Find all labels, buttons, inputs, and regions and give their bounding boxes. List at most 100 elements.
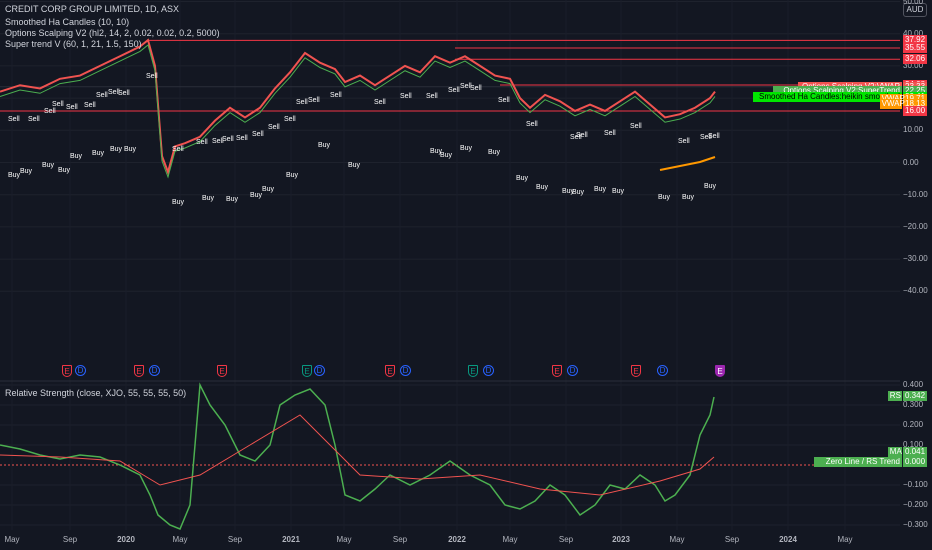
price-tag-label[interactable]: Smoothed Ha Candles:heikin smoothed [752,91,902,102]
time-axis-label: May [669,535,685,544]
price-axis-label: 10.00 [903,125,924,135]
price-tag[interactable]: 35.55 [903,43,927,54]
sell-signal-label: Sell [108,89,120,96]
buy-signal-label: Buy [8,172,21,179]
sell-signal-label: Sell [222,136,234,143]
earnings-marker[interactable]: E [468,365,478,377]
indicator-legend-3[interactable]: Super trend V (60, 1, 21, 1.5, 150) [5,39,142,49]
rs-tag[interactable]: 0.342 [903,391,927,401]
vwap-line [659,156,716,171]
time-axis-label: 2021 [282,535,300,544]
sell-signal-label: Sell [236,135,248,142]
sell-signal-label: Sell [498,97,510,104]
rs-axis-label: 0.400 [903,380,924,389]
sell-signal-label: Sell [268,124,280,131]
supertrend-line [0,44,716,179]
time-axis-label: Sep [558,535,574,544]
dividend-marker[interactable]: D [483,365,494,376]
buy-signal-label: Buy [58,167,71,174]
sell-signal-label: Sell [28,116,40,123]
sell-signal-label: Sell [146,73,158,80]
sell-signal-label: Sell [52,101,64,108]
rs-axis-label: 0.300 [903,400,924,409]
price-axis-label: 40.00 [903,28,924,38]
rs-tag-label[interactable]: MA [887,447,902,457]
sell-signal-label: Sell [426,93,438,100]
sell-signal-label: Sell [526,121,538,128]
rs-line [0,382,715,530]
earnings-marker[interactable]: E [552,365,562,377]
buy-signal-label: Buy [202,195,215,202]
sell-signal-label: Sell [576,132,588,139]
sell-signal-label: Sell [212,138,224,145]
level-lines [0,39,900,112]
earnings-marker[interactable]: E [715,365,725,377]
earnings-marker[interactable]: E [631,365,641,377]
price-tag[interactable]: 19.71 [903,94,927,105]
sell-signal-label: Sell [374,99,386,106]
price-tag-label[interactable]: VWAP [879,94,905,105]
currency-button[interactable]: AUD [903,3,927,17]
earnings-marker[interactable]: E [62,365,72,377]
price-tag-label[interactable]: VWAP [879,99,905,110]
dividend-marker[interactable]: D [149,365,160,376]
earnings-marker[interactable]: E [134,365,144,377]
price-tag[interactable]: 37.92 [903,35,927,46]
buy-signal-label: Buy [594,186,607,193]
dividend-marker[interactable]: D [314,365,325,376]
earnings-marker[interactable]: E [217,365,227,377]
symbol-title[interactable]: CREDIT CORP GROUP LIMITED, 1D, ASX [5,4,180,14]
rs-tag[interactable]: 0.041 [903,447,927,457]
indicator-legend-1[interactable]: Smoothed Ha Candles (10, 10) [5,17,130,27]
rs-tag[interactable]: 0.000 [903,457,927,467]
price-axis-label: −20.00 [903,221,928,231]
sell-signal-label: Sell [118,90,130,97]
buy-signal-label: Buy [440,152,453,159]
sell-signal-label: Sell [678,138,690,145]
buy-signal-label: Buy [262,186,275,193]
price-tag[interactable]: 18.13 [903,99,927,110]
dividend-marker[interactable]: D [567,365,578,376]
dividend-marker[interactable]: D [75,365,86,376]
earnings-marker[interactable]: E [302,365,312,377]
price-axis-label: −30.00 [903,254,928,264]
earnings-marker[interactable]: E [385,365,395,377]
dividend-marker[interactable]: D [657,365,668,376]
dividend-marker[interactable]: D [400,365,411,376]
buy-signal-label: Buy [250,192,263,199]
price-axis-label: 50.00 [903,0,924,6]
price-tag-label[interactable]: Options Scalping V2:SuperTrend [773,85,902,96]
rs-axis-label: 0.100 [903,440,924,449]
time-axis-label: May [172,535,188,544]
indicator-legend-2[interactable]: Options Scalping V2 (hl2, 14, 2, 0.02, 0… [5,28,220,38]
buy-signal-label: Buy [124,146,137,153]
sell-signal-label: Sell [44,108,56,115]
rs-tag-label[interactable]: Zero Line / RS Trend [814,457,902,467]
rs-tag-label[interactable]: RS [887,391,902,401]
sell-signal-label: Sell [8,116,20,123]
buy-signal-label: Buy [516,175,529,182]
buy-signal-label: Buy [682,194,695,201]
sell-signal-label: Sell [470,85,482,92]
sell-signal-label: Sell [448,87,460,94]
time-axis-label: Sep [62,535,78,544]
price-tag[interactable]: 22.25 [903,85,927,96]
sell-signal-label: Sell [460,83,472,90]
sell-signal-label: Sell [66,104,78,111]
rs-legend[interactable]: Relative Strength (close, XJO, 55, 55, 5… [5,388,187,398]
price-tag[interactable]: 32.06 [903,54,927,65]
buy-signal-label: Buy [70,153,83,160]
buy-signal-label: Buy [92,150,105,157]
sell-signal-label: Sell [604,130,616,137]
price-series [0,38,716,179]
time-axis-label: May [336,535,352,544]
buy-signal-label: Buy [658,194,671,201]
price-axis-label: 0.00 [903,157,919,167]
heikin-smoothed-line [0,38,716,176]
rs-axis-label: −0.200 [903,500,928,509]
grid-lines [0,1,900,526]
buy-signal-label: Buy [172,199,185,206]
sell-signal-label: Sell [172,146,184,153]
price-tag[interactable]: 16.00 [903,105,927,116]
